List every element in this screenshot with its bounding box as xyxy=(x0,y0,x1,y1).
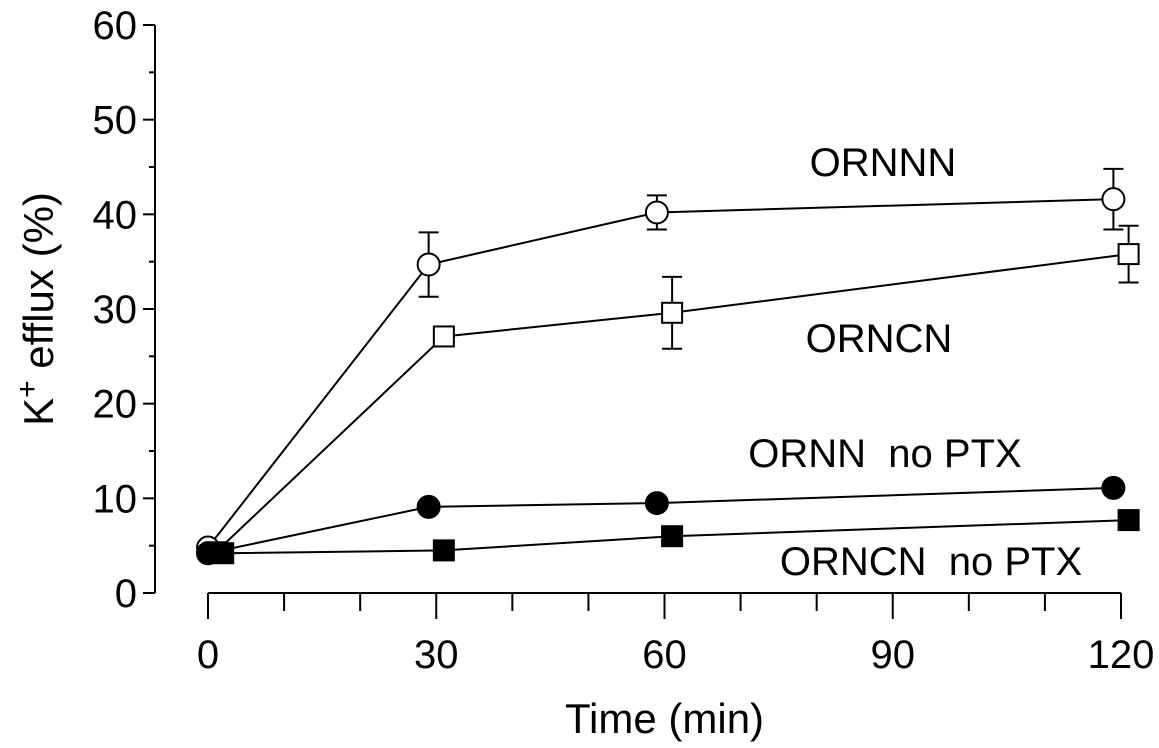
data-point xyxy=(644,200,669,225)
series-line xyxy=(214,253,1129,554)
series-2 xyxy=(204,224,1140,564)
x-tick-label: 90 xyxy=(871,633,916,677)
y-axis-title-superscript: + xyxy=(11,380,44,398)
y-tick-label: 10 xyxy=(93,477,138,521)
series-label: ORNNN xyxy=(810,141,957,185)
series-line xyxy=(223,519,1129,555)
data-point xyxy=(1117,243,1140,266)
y-tick-label: 60 xyxy=(93,4,138,48)
y-tick-label: 50 xyxy=(93,99,138,143)
data-point xyxy=(1101,475,1126,500)
series-label: ORNCN xyxy=(806,317,953,361)
y-axis-title-rest: efflux (%) xyxy=(15,192,62,380)
y-axis-title: K+ efflux (%) xyxy=(11,192,62,426)
data-point xyxy=(1101,187,1126,212)
data-point xyxy=(416,252,441,277)
axes: 0 10 20 30 40 50 60 0 30 60 90 120 xyxy=(93,4,1155,677)
data-point xyxy=(432,539,455,562)
series-label: ORNCN no PTX xyxy=(780,540,1082,584)
data-point xyxy=(661,301,684,324)
series-label: ORNN no PTX xyxy=(748,432,1021,476)
y-axis-title-base: K xyxy=(15,398,62,426)
data-point xyxy=(1117,509,1140,532)
series-line xyxy=(207,486,1114,555)
x-tick-label: 120 xyxy=(1088,633,1155,677)
x-axis-title: Time (min) xyxy=(565,695,764,742)
series-3 xyxy=(196,475,1126,566)
data-point xyxy=(644,491,669,516)
y-tick-label: 40 xyxy=(93,193,138,237)
series-layer xyxy=(196,167,1140,566)
y-tick-label: 30 xyxy=(93,288,138,332)
y-tick-label: 20 xyxy=(93,383,138,427)
series-4 xyxy=(212,509,1140,565)
data-point xyxy=(661,525,684,548)
series-labels: ORNNN ORNCN ORNN no PTX ORNCN no PTX xyxy=(748,141,1082,584)
data-point xyxy=(416,494,441,519)
data-point xyxy=(432,325,455,348)
y-tick-label: 0 xyxy=(115,572,137,616)
x-tick-label: 30 xyxy=(414,633,459,677)
x-tick-label: 0 xyxy=(197,633,219,677)
series-line xyxy=(207,198,1114,549)
x-tick-label: 60 xyxy=(642,633,687,677)
data-point xyxy=(212,542,235,565)
